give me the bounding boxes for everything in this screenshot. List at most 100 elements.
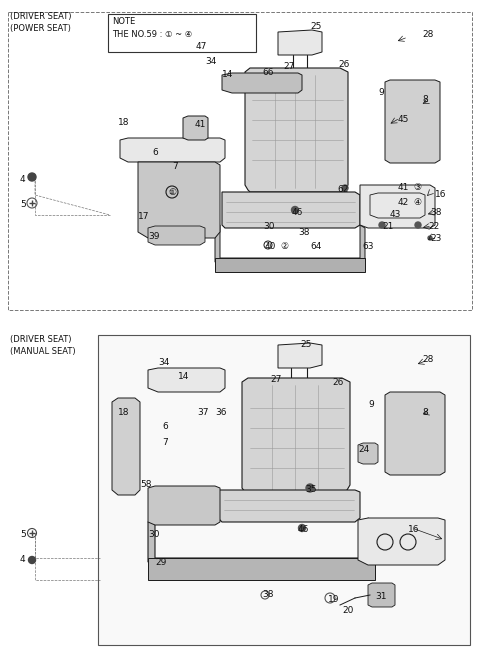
Text: 46: 46 (298, 525, 310, 534)
Text: 58: 58 (140, 480, 152, 489)
Text: 29: 29 (155, 558, 167, 567)
Text: (DRIVER SEAT)
(MANUAL SEAT): (DRIVER SEAT) (MANUAL SEAT) (10, 335, 76, 356)
Text: 17: 17 (138, 212, 149, 221)
Text: 25: 25 (310, 22, 322, 31)
Text: 38: 38 (262, 590, 274, 599)
Text: 40: 40 (265, 242, 276, 251)
Text: 7: 7 (162, 438, 168, 447)
Text: 46: 46 (292, 208, 303, 217)
Text: 62: 62 (337, 185, 348, 194)
Text: 27: 27 (283, 62, 294, 71)
Circle shape (28, 556, 36, 564)
Text: 19: 19 (328, 595, 339, 604)
Text: 26: 26 (332, 378, 343, 387)
Polygon shape (148, 368, 225, 392)
Text: 37: 37 (197, 408, 208, 417)
Polygon shape (183, 116, 208, 140)
Text: 41: 41 (398, 183, 409, 192)
Polygon shape (368, 583, 395, 607)
Text: 24: 24 (358, 445, 369, 454)
Text: 4: 4 (20, 555, 25, 564)
Polygon shape (358, 443, 378, 464)
Text: ③: ③ (413, 183, 421, 192)
Polygon shape (148, 518, 375, 562)
Text: 42: 42 (398, 198, 409, 207)
Text: 31: 31 (375, 592, 386, 601)
Text: 34: 34 (158, 358, 169, 367)
Text: 20: 20 (342, 606, 353, 615)
Circle shape (291, 207, 299, 213)
Circle shape (299, 525, 305, 531)
Text: NOTE: NOTE (112, 17, 135, 26)
Text: 14: 14 (222, 70, 233, 79)
Polygon shape (215, 225, 365, 262)
Text: 5: 5 (20, 530, 26, 539)
Text: 16: 16 (435, 190, 446, 199)
Polygon shape (148, 486, 220, 525)
Text: 47: 47 (196, 42, 207, 51)
Polygon shape (360, 185, 435, 228)
Polygon shape (370, 193, 425, 218)
Text: 1: 1 (168, 190, 172, 194)
Text: 28: 28 (422, 355, 433, 364)
Text: 39: 39 (148, 232, 159, 241)
Polygon shape (148, 558, 375, 580)
Polygon shape (112, 398, 140, 495)
Text: 23: 23 (430, 234, 442, 243)
Text: 16: 16 (408, 525, 420, 534)
Polygon shape (120, 138, 225, 162)
Circle shape (428, 236, 432, 240)
Polygon shape (358, 518, 445, 565)
Circle shape (28, 173, 36, 181)
Text: 26: 26 (338, 60, 349, 69)
Polygon shape (148, 226, 205, 245)
Text: 21: 21 (382, 222, 394, 231)
Text: ②: ② (280, 242, 288, 251)
Polygon shape (242, 378, 350, 494)
Text: 64: 64 (310, 242, 322, 251)
Polygon shape (385, 80, 440, 163)
Text: THE NO.59 : ① ~ ④: THE NO.59 : ① ~ ④ (112, 30, 192, 39)
Text: 41: 41 (195, 120, 206, 129)
Text: 38: 38 (430, 208, 442, 217)
Text: (DRIVER SEAT)
(POWER SEAT): (DRIVER SEAT) (POWER SEAT) (10, 12, 72, 33)
Text: 30: 30 (263, 222, 275, 231)
Text: 22: 22 (428, 222, 439, 231)
Text: 63: 63 (362, 242, 373, 251)
Text: 5: 5 (20, 200, 26, 209)
Text: 30: 30 (148, 530, 159, 539)
Text: ①: ① (168, 188, 176, 197)
Polygon shape (245, 68, 348, 192)
Circle shape (415, 222, 421, 228)
Text: 9: 9 (368, 400, 374, 409)
Text: 34: 34 (205, 57, 216, 66)
Polygon shape (138, 162, 220, 238)
Text: 27: 27 (270, 375, 281, 384)
Polygon shape (278, 30, 322, 55)
Text: 43: 43 (390, 210, 401, 219)
Text: ④: ④ (413, 198, 421, 207)
Text: 8: 8 (422, 408, 428, 417)
Bar (8, 12, 472, 310)
Bar (108, 14, 256, 52)
Text: 7: 7 (172, 162, 178, 171)
Polygon shape (222, 73, 302, 93)
Text: 25: 25 (300, 340, 312, 349)
Text: 14: 14 (178, 372, 190, 381)
Text: 18: 18 (118, 408, 130, 417)
Polygon shape (278, 343, 322, 368)
Text: 6: 6 (152, 148, 158, 157)
Polygon shape (385, 392, 445, 475)
Text: 66: 66 (262, 68, 274, 77)
Text: 6: 6 (162, 422, 168, 431)
Circle shape (306, 484, 314, 492)
Polygon shape (215, 258, 365, 272)
Text: 9: 9 (378, 88, 384, 97)
Text: 36: 36 (215, 408, 227, 417)
Text: 35: 35 (305, 485, 316, 494)
Polygon shape (222, 192, 360, 228)
Text: 4: 4 (20, 175, 25, 184)
Text: 45: 45 (398, 115, 409, 124)
Circle shape (342, 185, 348, 191)
Text: 28: 28 (422, 30, 433, 39)
